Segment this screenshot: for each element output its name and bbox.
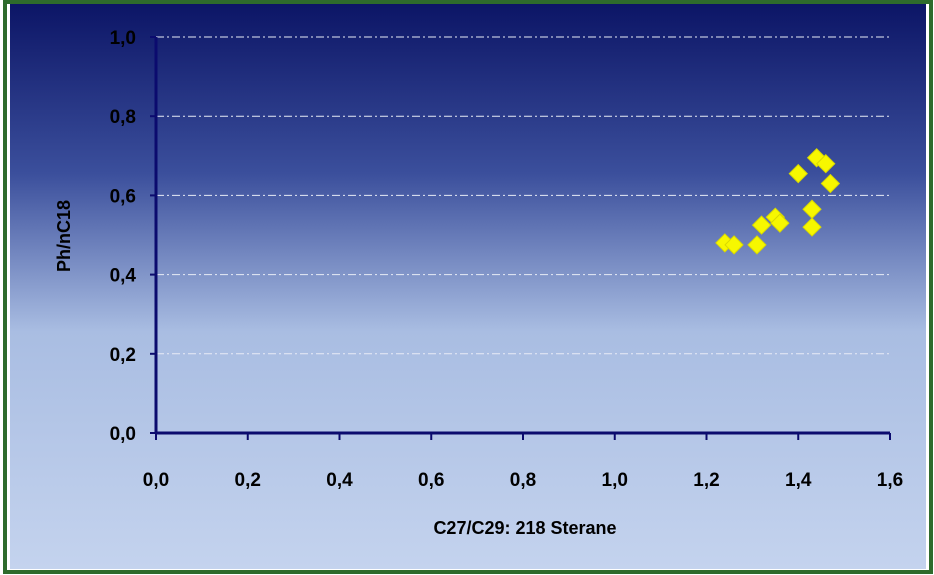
axes-layer [150, 36, 891, 440]
x-tick-label: 1,4 [785, 470, 812, 491]
tick-labels: 0,0 0,2 0,4 0,6 0,8 1,0 0,0 0,2 0,4 0,6 0,8 1,0 1,2 1… [110, 28, 904, 491]
data-point [820, 173, 841, 194]
data-point [788, 163, 808, 184]
x-tick-label: 0,8 [510, 470, 536, 491]
x-axis-title: C27/C29: 218 Sterane [433, 518, 616, 538]
data-point [724, 235, 744, 255]
data-point [816, 154, 836, 174]
grid-layer [156, 36, 890, 355]
data-point [770, 213, 790, 233]
y-tick-label: 0,6 [110, 186, 136, 207]
data-points [715, 148, 841, 255]
y-axis-title: Ph/nC18 [54, 200, 74, 272]
x-tick-label: 0,2 [235, 470, 261, 491]
data-point [802, 217, 822, 237]
data-point [747, 235, 767, 255]
plot-background [10, 4, 926, 569]
x-tick-label: 0,6 [418, 470, 444, 491]
y-tick-label: 1,0 [110, 28, 136, 49]
x-tick-label: 0,4 [326, 470, 353, 491]
y-tick-label: 0,4 [110, 266, 137, 287]
y-tick-label: 0,0 [110, 424, 136, 445]
y-tick-label: 0,8 [110, 107, 136, 128]
data-point [751, 215, 772, 235]
y-tick-label: 0,2 [110, 345, 136, 366]
x-tick-label: 0,0 [143, 470, 169, 491]
x-tick-label: 1,0 [602, 470, 628, 491]
x-tick-label: 1,2 [693, 470, 719, 491]
x-tick-label: 1,6 [877, 470, 903, 491]
